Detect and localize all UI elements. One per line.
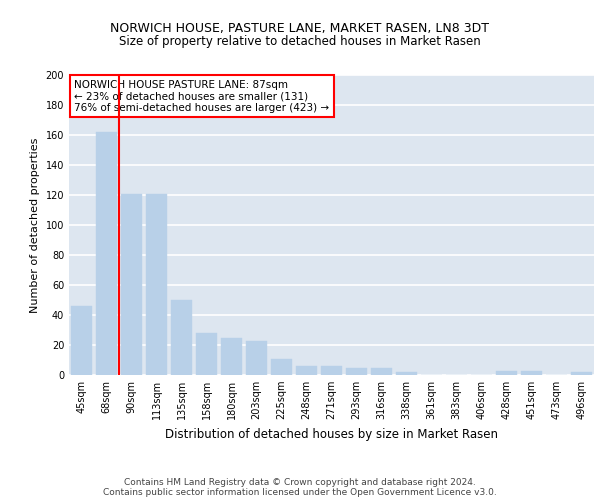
Bar bbox=[346, 368, 367, 375]
Bar bbox=[246, 340, 267, 375]
Bar bbox=[571, 372, 592, 375]
Bar bbox=[271, 358, 292, 375]
Bar bbox=[121, 194, 142, 375]
Text: Contains HM Land Registry data © Crown copyright and database right 2024.
Contai: Contains HM Land Registry data © Crown c… bbox=[103, 478, 497, 497]
Text: Size of property relative to detached houses in Market Rasen: Size of property relative to detached ho… bbox=[119, 34, 481, 48]
Bar bbox=[196, 333, 217, 375]
Bar bbox=[71, 306, 92, 375]
Bar bbox=[321, 366, 342, 375]
Bar bbox=[396, 372, 417, 375]
Bar bbox=[371, 368, 392, 375]
Bar bbox=[496, 370, 517, 375]
Bar bbox=[171, 300, 192, 375]
Bar bbox=[296, 366, 317, 375]
Bar bbox=[521, 370, 542, 375]
Text: NORWICH HOUSE PASTURE LANE: 87sqm
← 23% of detached houses are smaller (131)
76%: NORWICH HOUSE PASTURE LANE: 87sqm ← 23% … bbox=[74, 80, 329, 112]
Bar bbox=[96, 132, 117, 375]
Bar bbox=[146, 194, 167, 375]
Bar bbox=[221, 338, 242, 375]
Text: NORWICH HOUSE, PASTURE LANE, MARKET RASEN, LN8 3DT: NORWICH HOUSE, PASTURE LANE, MARKET RASE… bbox=[110, 22, 490, 35]
Y-axis label: Number of detached properties: Number of detached properties bbox=[30, 138, 40, 312]
X-axis label: Distribution of detached houses by size in Market Rasen: Distribution of detached houses by size … bbox=[165, 428, 498, 440]
